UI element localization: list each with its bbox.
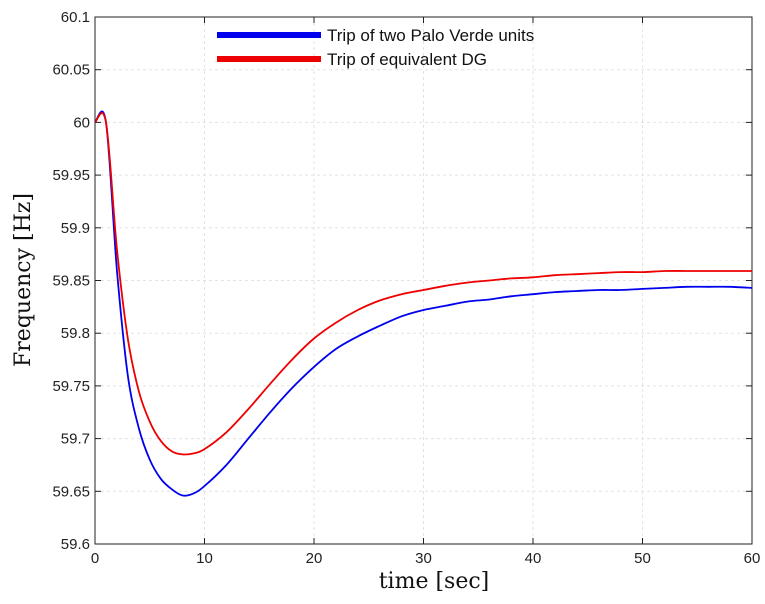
legend-swatch-2 [217, 56, 321, 62]
y-tick-label: 59.9 [61, 220, 90, 237]
y-tick-label: 59.65 [52, 483, 90, 500]
series-lines [94, 110, 753, 497]
x-tick-label: 20 [306, 550, 323, 567]
x-tick-label: 30 [415, 550, 432, 567]
axis-ticks [94, 16, 753, 545]
legend-swatch-1 [217, 32, 321, 38]
grid [95, 17, 752, 544]
y-tick-labels: 59.6 59.65 59.7 59.75 59.8 59.85 59.9 59.95 60 60… [52, 9, 90, 553]
y-axis-label: Frequency [Hz] [11, 193, 36, 367]
x-tick-label: 40 [525, 550, 542, 567]
series-line-2 [94, 112, 752, 456]
x-tick-label: 0 [91, 550, 99, 567]
x-tick-labels: 0 10 20 30 40 50 60 [91, 550, 761, 567]
y-tick-label: 60 [73, 114, 90, 131]
y-tick-label: 60.05 [52, 62, 90, 79]
x-tick-label: 60 [744, 550, 761, 567]
y-tick-label: 60.1 [61, 9, 90, 26]
y-tick-label: 59.95 [52, 167, 90, 184]
legend-label-2: Trip of equivalent DG [327, 50, 487, 69]
legend-label-1: Trip of two Palo Verde units [327, 26, 534, 45]
y-tick-label: 59.7 [61, 431, 90, 448]
x-tick-label: 10 [196, 550, 213, 567]
y-tick-label: 59.6 [61, 536, 90, 553]
x-tick-label: 50 [634, 550, 651, 567]
y-tick-label: 59.75 [52, 378, 90, 395]
series-line-1 [94, 110, 753, 497]
y-tick-label: 59.8 [61, 325, 90, 342]
x-axis-label: time [sec] [379, 569, 490, 594]
legend: Trip of two Palo Verde units Trip of equi… [217, 26, 534, 69]
y-tick-label: 59.85 [52, 273, 90, 290]
